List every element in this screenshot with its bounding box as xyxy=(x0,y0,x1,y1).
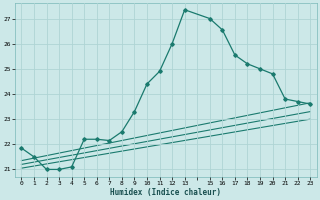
X-axis label: Humidex (Indice chaleur): Humidex (Indice chaleur) xyxy=(110,188,221,197)
